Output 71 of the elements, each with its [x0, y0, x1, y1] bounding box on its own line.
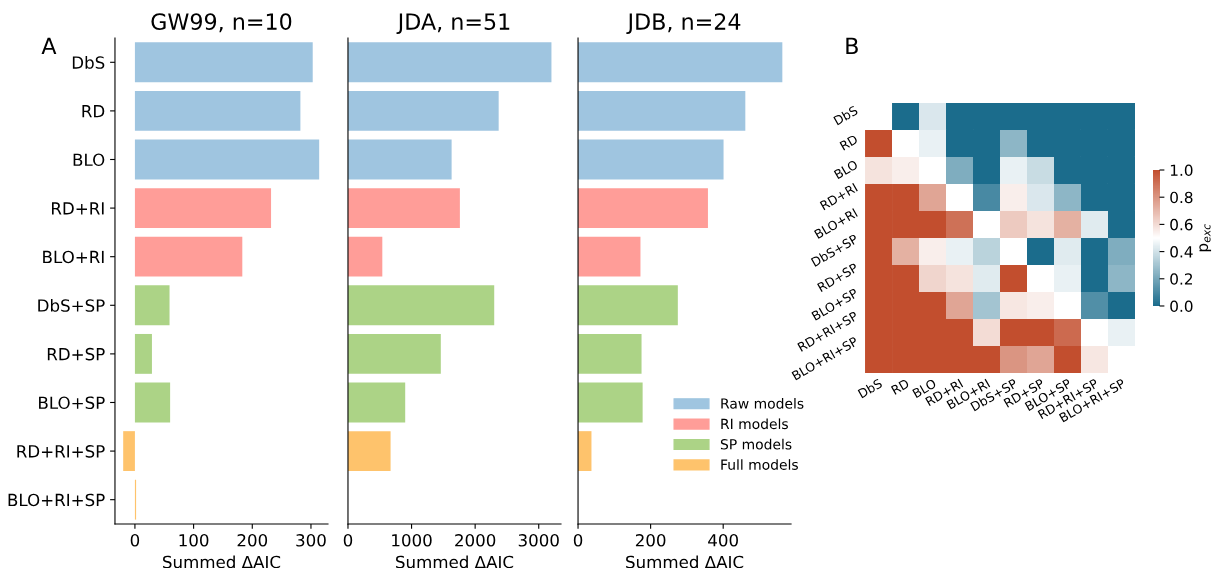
bar	[134, 285, 170, 326]
bar	[134, 188, 272, 229]
y-tick-label: BLO	[833, 159, 859, 180]
color-bar-label: 0.4	[1170, 246, 1193, 258]
bar	[134, 90, 301, 131]
bar	[134, 382, 171, 423]
y-tick-label: RD	[82, 105, 105, 118]
x-tick-label: 0	[130, 534, 140, 547]
bar	[578, 285, 678, 326]
text: B	[846, 37, 858, 54]
chart-title: JDB, n=24	[626, 13, 741, 35]
color-bar-label: 1.0	[1170, 164, 1193, 177]
x-tick-label: DbS	[857, 378, 883, 399]
bar	[578, 188, 708, 229]
bar	[347, 431, 391, 472]
x-tick-label: 0	[573, 534, 583, 547]
x-tick-label: 200	[237, 534, 268, 547]
bar	[347, 285, 495, 326]
legend-label: Raw models	[721, 398, 804, 409]
color-bar-label: 0.6	[1170, 218, 1193, 231]
bar	[578, 382, 643, 423]
bar	[347, 382, 406, 423]
bar	[578, 90, 746, 131]
bar	[123, 431, 135, 472]
color-bar-label: 0.2	[1170, 273, 1192, 285]
x-tick-label: 2000	[455, 534, 496, 547]
bar	[347, 90, 499, 131]
y-tick-label: DbS	[833, 105, 859, 126]
bar	[578, 42, 783, 83]
bar	[347, 188, 460, 229]
bar	[578, 236, 641, 277]
legend-label: Full models	[721, 459, 798, 470]
bar	[134, 139, 320, 180]
x-tick-label: 1000	[392, 534, 432, 547]
x-tick-label: 100	[179, 534, 209, 547]
x-tick-label: RD	[890, 378, 910, 395]
y-tick-label: RD	[839, 134, 859, 151]
x-axis-title: Summed ΔAIC	[163, 555, 281, 568]
legend-label: SP models	[720, 438, 792, 450]
y-tick-label: BLO	[73, 153, 105, 167]
bar	[347, 42, 552, 83]
x-axis-title: Summed ΔAIC	[396, 555, 514, 568]
color-bar-title: p$_{exc}$	[1199, 224, 1212, 252]
x-tick-label: 200	[635, 534, 666, 547]
color-bar-label: 0.0	[1170, 300, 1193, 312]
y-tick-label: DbS+SP	[38, 298, 105, 312]
bar	[134, 42, 313, 83]
x-tick-label: 400	[708, 534, 738, 547]
y-tick-label: DbS	[72, 55, 105, 69]
text: A	[41, 37, 57, 54]
y-tick-label: RD+RI	[52, 202, 104, 215]
y-tick-label: BLO+RI	[43, 250, 104, 264]
bar	[347, 139, 452, 180]
x-tick-label: 0	[343, 534, 353, 547]
bar	[347, 236, 383, 277]
bar	[134, 236, 243, 277]
x-tick-label: 3000	[518, 534, 559, 547]
bar	[134, 333, 152, 374]
y-tick-label: BLO+RI+SP	[8, 493, 105, 507]
chart-title: GW99, n=10	[151, 13, 292, 33]
bar	[578, 431, 592, 472]
x-tick-label: 300	[296, 534, 326, 547]
bar	[347, 333, 441, 374]
bar	[578, 333, 642, 374]
legend-label: RI models	[721, 418, 788, 430]
bar	[578, 139, 724, 180]
y-tick-label: RD+RI+SP	[17, 445, 105, 458]
color-bar-label: 0.8	[1170, 191, 1193, 204]
y-tick-label: RD+SP	[47, 347, 105, 361]
chart-title: JDA, n=51	[396, 13, 510, 35]
x-axis-title: Summed ΔAIC	[626, 555, 744, 568]
